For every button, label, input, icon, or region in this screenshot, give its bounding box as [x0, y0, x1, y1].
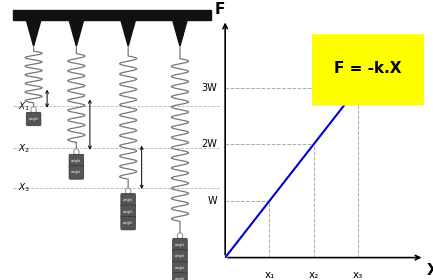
Text: x₁: x₁: [264, 270, 275, 280]
Text: X: X: [427, 263, 433, 277]
FancyBboxPatch shape: [310, 34, 427, 106]
Text: weight: weight: [123, 198, 133, 202]
FancyBboxPatch shape: [26, 112, 41, 126]
Text: weight: weight: [71, 171, 81, 174]
FancyBboxPatch shape: [69, 166, 84, 179]
Text: $X_3$: $X_3$: [18, 181, 30, 194]
Text: weight: weight: [29, 117, 39, 121]
FancyBboxPatch shape: [173, 250, 187, 263]
Polygon shape: [30, 35, 37, 46]
Polygon shape: [177, 35, 183, 46]
Text: weight: weight: [175, 266, 185, 270]
Polygon shape: [125, 35, 131, 46]
Text: W: W: [207, 196, 217, 206]
Polygon shape: [26, 20, 41, 35]
Text: x₂: x₂: [309, 270, 319, 280]
Text: $X_1$: $X_1$: [18, 100, 30, 113]
Text: $X_2$: $X_2$: [18, 142, 30, 155]
Bar: [13, 10, 211, 20]
Text: F = -k.X: F = -k.X: [334, 61, 402, 76]
Text: weight: weight: [175, 277, 185, 280]
FancyBboxPatch shape: [121, 193, 136, 207]
Polygon shape: [121, 20, 136, 35]
Polygon shape: [172, 20, 187, 35]
FancyBboxPatch shape: [173, 238, 187, 252]
Text: weight: weight: [175, 255, 185, 258]
FancyBboxPatch shape: [121, 216, 136, 230]
FancyBboxPatch shape: [69, 154, 84, 168]
Polygon shape: [73, 35, 80, 46]
FancyBboxPatch shape: [121, 205, 136, 218]
Text: x₃: x₃: [353, 270, 363, 280]
FancyBboxPatch shape: [173, 273, 187, 280]
Text: 2W: 2W: [201, 139, 217, 149]
Text: weight: weight: [71, 159, 81, 163]
Polygon shape: [69, 20, 84, 35]
Text: weight: weight: [123, 210, 133, 214]
FancyBboxPatch shape: [173, 261, 187, 275]
Text: weight: weight: [123, 221, 133, 225]
Text: F: F: [215, 2, 225, 17]
Text: weight: weight: [175, 243, 185, 247]
Text: 3W: 3W: [201, 83, 217, 93]
